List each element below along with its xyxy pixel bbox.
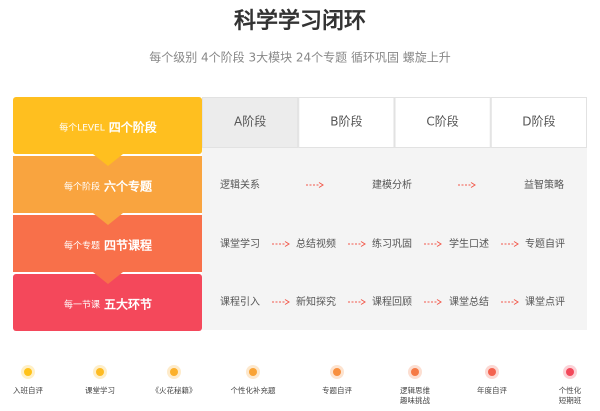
tab[interactable] xyxy=(394,97,491,148)
level-prefix: 每个阶段 xyxy=(64,180,100,192)
level-label: 四个阶段 xyxy=(109,119,158,134)
arrow-head xyxy=(318,182,324,188)
arrow-head xyxy=(284,241,290,247)
row-item: 练习巩固 xyxy=(372,237,412,250)
level-notch xyxy=(93,213,123,225)
level-box xyxy=(13,274,202,331)
arrow-head xyxy=(360,241,366,247)
timeline-label: 《火花秘籍》 xyxy=(152,385,197,395)
timeline-dot xyxy=(566,368,574,376)
tab-label: D阶段 xyxy=(522,114,555,129)
timeline-dot xyxy=(249,368,257,376)
subtitle: 每个级别 4个阶段 3大模块 24个专题 循环巩固 螺旋上升 xyxy=(149,50,451,65)
tab[interactable] xyxy=(298,97,395,148)
timeline-label: 专题自评 xyxy=(322,385,352,395)
row-item: 建模分析 xyxy=(372,178,412,191)
timeline-dot xyxy=(411,368,419,376)
timeline-label: 年度自评 xyxy=(477,385,507,395)
timeline-label: 趣味挑战 xyxy=(400,395,430,405)
row-item: 课堂总结 xyxy=(449,295,489,308)
level-text: 每个LEVEL 四个阶段 xyxy=(59,119,158,134)
level-prefix: 每个LEVEL xyxy=(59,121,105,133)
level-prefix: 每一节课 xyxy=(64,298,100,310)
arrow-head xyxy=(470,182,476,188)
arrow-head xyxy=(436,241,442,247)
arrow-head xyxy=(360,299,366,305)
arrow-head xyxy=(513,241,519,247)
timeline-dot xyxy=(170,368,178,376)
arrow-head xyxy=(513,299,519,305)
timeline-dot xyxy=(488,368,496,376)
tab-label: B阶段 xyxy=(330,114,362,129)
row-item: 专题自评 xyxy=(525,237,565,250)
row-item: 新知探究 xyxy=(296,295,336,308)
timeline-dot xyxy=(24,368,32,376)
row-item: 总结视频 xyxy=(296,237,336,250)
level-text: 每个阶段 六个专题 xyxy=(64,178,153,193)
arrow-head xyxy=(284,299,290,305)
timeline-dot xyxy=(333,368,341,376)
row-item: 益智策略 xyxy=(524,178,564,191)
timeline-label: 个性化 xyxy=(559,385,582,395)
arrow-head xyxy=(436,299,442,305)
level-text: 每个专题 四节课程 xyxy=(64,237,152,252)
timeline-dot xyxy=(96,368,104,376)
timeline-label: 逻辑思维 xyxy=(400,385,430,395)
level-box xyxy=(13,97,202,154)
tab-label: C阶段 xyxy=(426,114,458,129)
title: 科学学习闭环 xyxy=(234,8,366,34)
level-text: 每一节课 五大环节 xyxy=(64,296,152,311)
level-prefix: 每个专题 xyxy=(64,239,100,251)
row-item: 逻辑关系 xyxy=(220,178,260,191)
timeline-label: 短期班 xyxy=(559,395,582,405)
level-notch xyxy=(93,272,123,284)
row-item: 课程引入 xyxy=(220,296,260,308)
tab-label: A阶段 xyxy=(234,114,266,129)
timeline-label: 个性化补充题 xyxy=(231,385,276,395)
timeline-label: 入班自评 xyxy=(13,385,43,395)
row-item: 课堂点评 xyxy=(525,296,565,308)
row-item: 课程回顾 xyxy=(372,296,412,308)
level-label: 四节课程 xyxy=(104,237,152,252)
timeline-label: 课堂学习 xyxy=(85,385,115,395)
row-item: 课堂学习 xyxy=(220,237,260,250)
tab[interactable] xyxy=(490,97,587,148)
level-label: 六个专题 xyxy=(104,178,153,193)
level-label: 五大环节 xyxy=(104,296,152,311)
level-notch xyxy=(93,154,123,166)
tab[interactable] xyxy=(202,97,299,148)
row-item: 学生口述 xyxy=(449,237,489,250)
